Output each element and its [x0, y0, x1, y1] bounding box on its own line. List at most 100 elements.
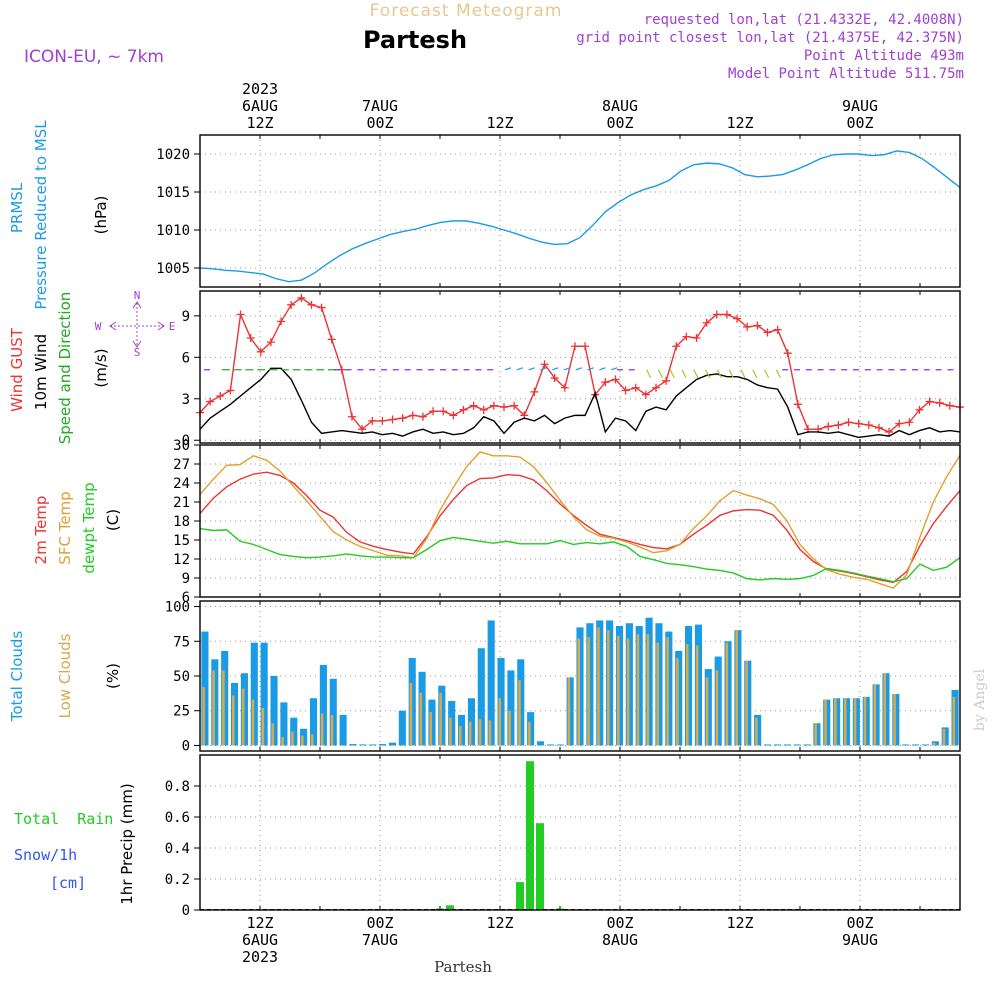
low-cloud-bar: [597, 627, 600, 746]
pressure-labels: PRMSL Pressure Reduced to MSL (hPa): [8, 120, 110, 310]
low-cloud-bar: [222, 670, 225, 746]
low-cloud-bar: [626, 638, 630, 746]
wind-barb-icon: [752, 369, 758, 379]
gust-point: [925, 397, 934, 406]
low-cloud-bar: [439, 692, 442, 746]
gust-point: [702, 318, 711, 327]
wind-barb-icon: [669, 369, 675, 379]
bottom-time-label: 9AUG: [842, 931, 878, 949]
gust-point: [864, 421, 873, 430]
gust-point: [256, 347, 265, 356]
gust-point: [398, 414, 407, 423]
gust-point: [266, 338, 275, 347]
gust-point: [236, 310, 245, 319]
low-cloud-bar: [291, 731, 294, 746]
gust-point: [226, 386, 235, 395]
low-cloud-bar: [656, 642, 659, 746]
gust-point: [206, 397, 215, 406]
gust-point: [773, 325, 782, 334]
low-cloud-bar: [429, 712, 432, 746]
total-cloud-bar: [556, 744, 564, 746]
gust-point: [287, 300, 296, 309]
temperature-ytick-label: 24: [173, 476, 190, 492]
total-cloud-bar: [803, 744, 811, 746]
bottom-time-label: 12Z: [726, 914, 753, 932]
gust-point: [418, 412, 427, 421]
low-cloud-bar: [893, 694, 896, 746]
total-cloud-bar: [744, 660, 752, 746]
wind-frame: [199, 290, 961, 444]
precip-frame: [199, 754, 961, 911]
temperature-frame: [199, 444, 961, 598]
gust-point: [935, 398, 944, 407]
compass-arrow-e-icon: [157, 321, 165, 331]
pressure-ytick-label: 1010: [156, 223, 190, 239]
low-cloud-bar: [952, 696, 956, 746]
bottom-time-label: 7AUG: [362, 931, 398, 949]
total-cloud-bar: [665, 631, 673, 746]
total-cloud-bar: [359, 744, 367, 746]
gust-point: [216, 392, 225, 401]
total-cloud-bar: [260, 642, 268, 746]
pressure-frame: [199, 134, 961, 288]
precip-ytick-label: 0.8: [165, 779, 190, 795]
low-cloud-bar: [202, 687, 205, 746]
temperature-ytick-label: 30: [173, 438, 190, 454]
total-cloud-bar: [349, 744, 357, 746]
low-cloud-bar: [528, 721, 531, 746]
wind-10m-label: 10m Wind: [32, 334, 50, 410]
total-cloud-bar: [339, 714, 347, 746]
wind-ytick-label: 9: [182, 309, 190, 325]
gust-point: [793, 400, 802, 409]
low-cloud-bar: [745, 660, 748, 746]
total-cloud-bar: [842, 698, 851, 746]
location-title: Partesh: [363, 26, 467, 54]
rain-bar: [446, 905, 454, 910]
gust-point: [753, 321, 762, 330]
bottom-time-label: 6AUG: [242, 931, 278, 949]
top-time-label: 00Z: [606, 114, 633, 132]
gust-point: [895, 419, 904, 428]
low-cloud-bar: [735, 630, 738, 746]
total-cloud-bar: [319, 664, 327, 746]
gust-point: [905, 418, 914, 427]
bottom-time-label: 12Z: [486, 914, 513, 932]
bottom-time-label: 00Z: [846, 914, 873, 932]
bottom-time-label: 00Z: [366, 914, 393, 932]
wind-barb-icon: [728, 369, 734, 379]
gust-point: [500, 403, 508, 412]
gust-point: [540, 360, 549, 369]
gust-point: [560, 383, 569, 392]
low-cloud-bar: [725, 642, 729, 746]
total-cloud-bar: [931, 741, 939, 746]
gust-point: [662, 376, 671, 385]
gust-point: [581, 342, 590, 351]
total-cloud-bar: [852, 698, 860, 746]
wind-barb-icon: [611, 367, 618, 371]
low-cloud-bar: [261, 707, 265, 746]
total-clouds-label: Total Clouds: [8, 631, 26, 723]
gust-point: [530, 387, 539, 396]
total-cloud-bar: [309, 698, 318, 746]
dewpt-label: dewpt Temp: [80, 482, 98, 573]
low-cloud-bar: [488, 720, 492, 746]
precip-ytick-label: 0.2: [165, 872, 190, 888]
gust-point: [479, 405, 488, 414]
clouds-panel: 0 25 50 75 100: [165, 600, 961, 754]
wind-barb-icon: [646, 369, 652, 379]
gust-point: [368, 416, 377, 425]
wind-barb-icon: [764, 369, 770, 379]
total-cloud-bar: [280, 702, 288, 746]
top-time-label: 8AUG: [602, 97, 638, 115]
temperature-ytick-label: 27: [173, 457, 190, 473]
low-cloud-bar: [449, 717, 452, 746]
top-time-label: 2023: [242, 80, 278, 98]
low-cloud-bar: [478, 719, 482, 746]
gust-point: [874, 423, 883, 432]
total-cloud-bar: [635, 626, 643, 746]
total-cloud-bar: [793, 744, 801, 746]
total-cloud-bar: [388, 742, 397, 746]
compass-e: E: [169, 320, 176, 333]
low-cloud-bar: [320, 713, 324, 746]
wind-barb-icon: [587, 367, 594, 371]
